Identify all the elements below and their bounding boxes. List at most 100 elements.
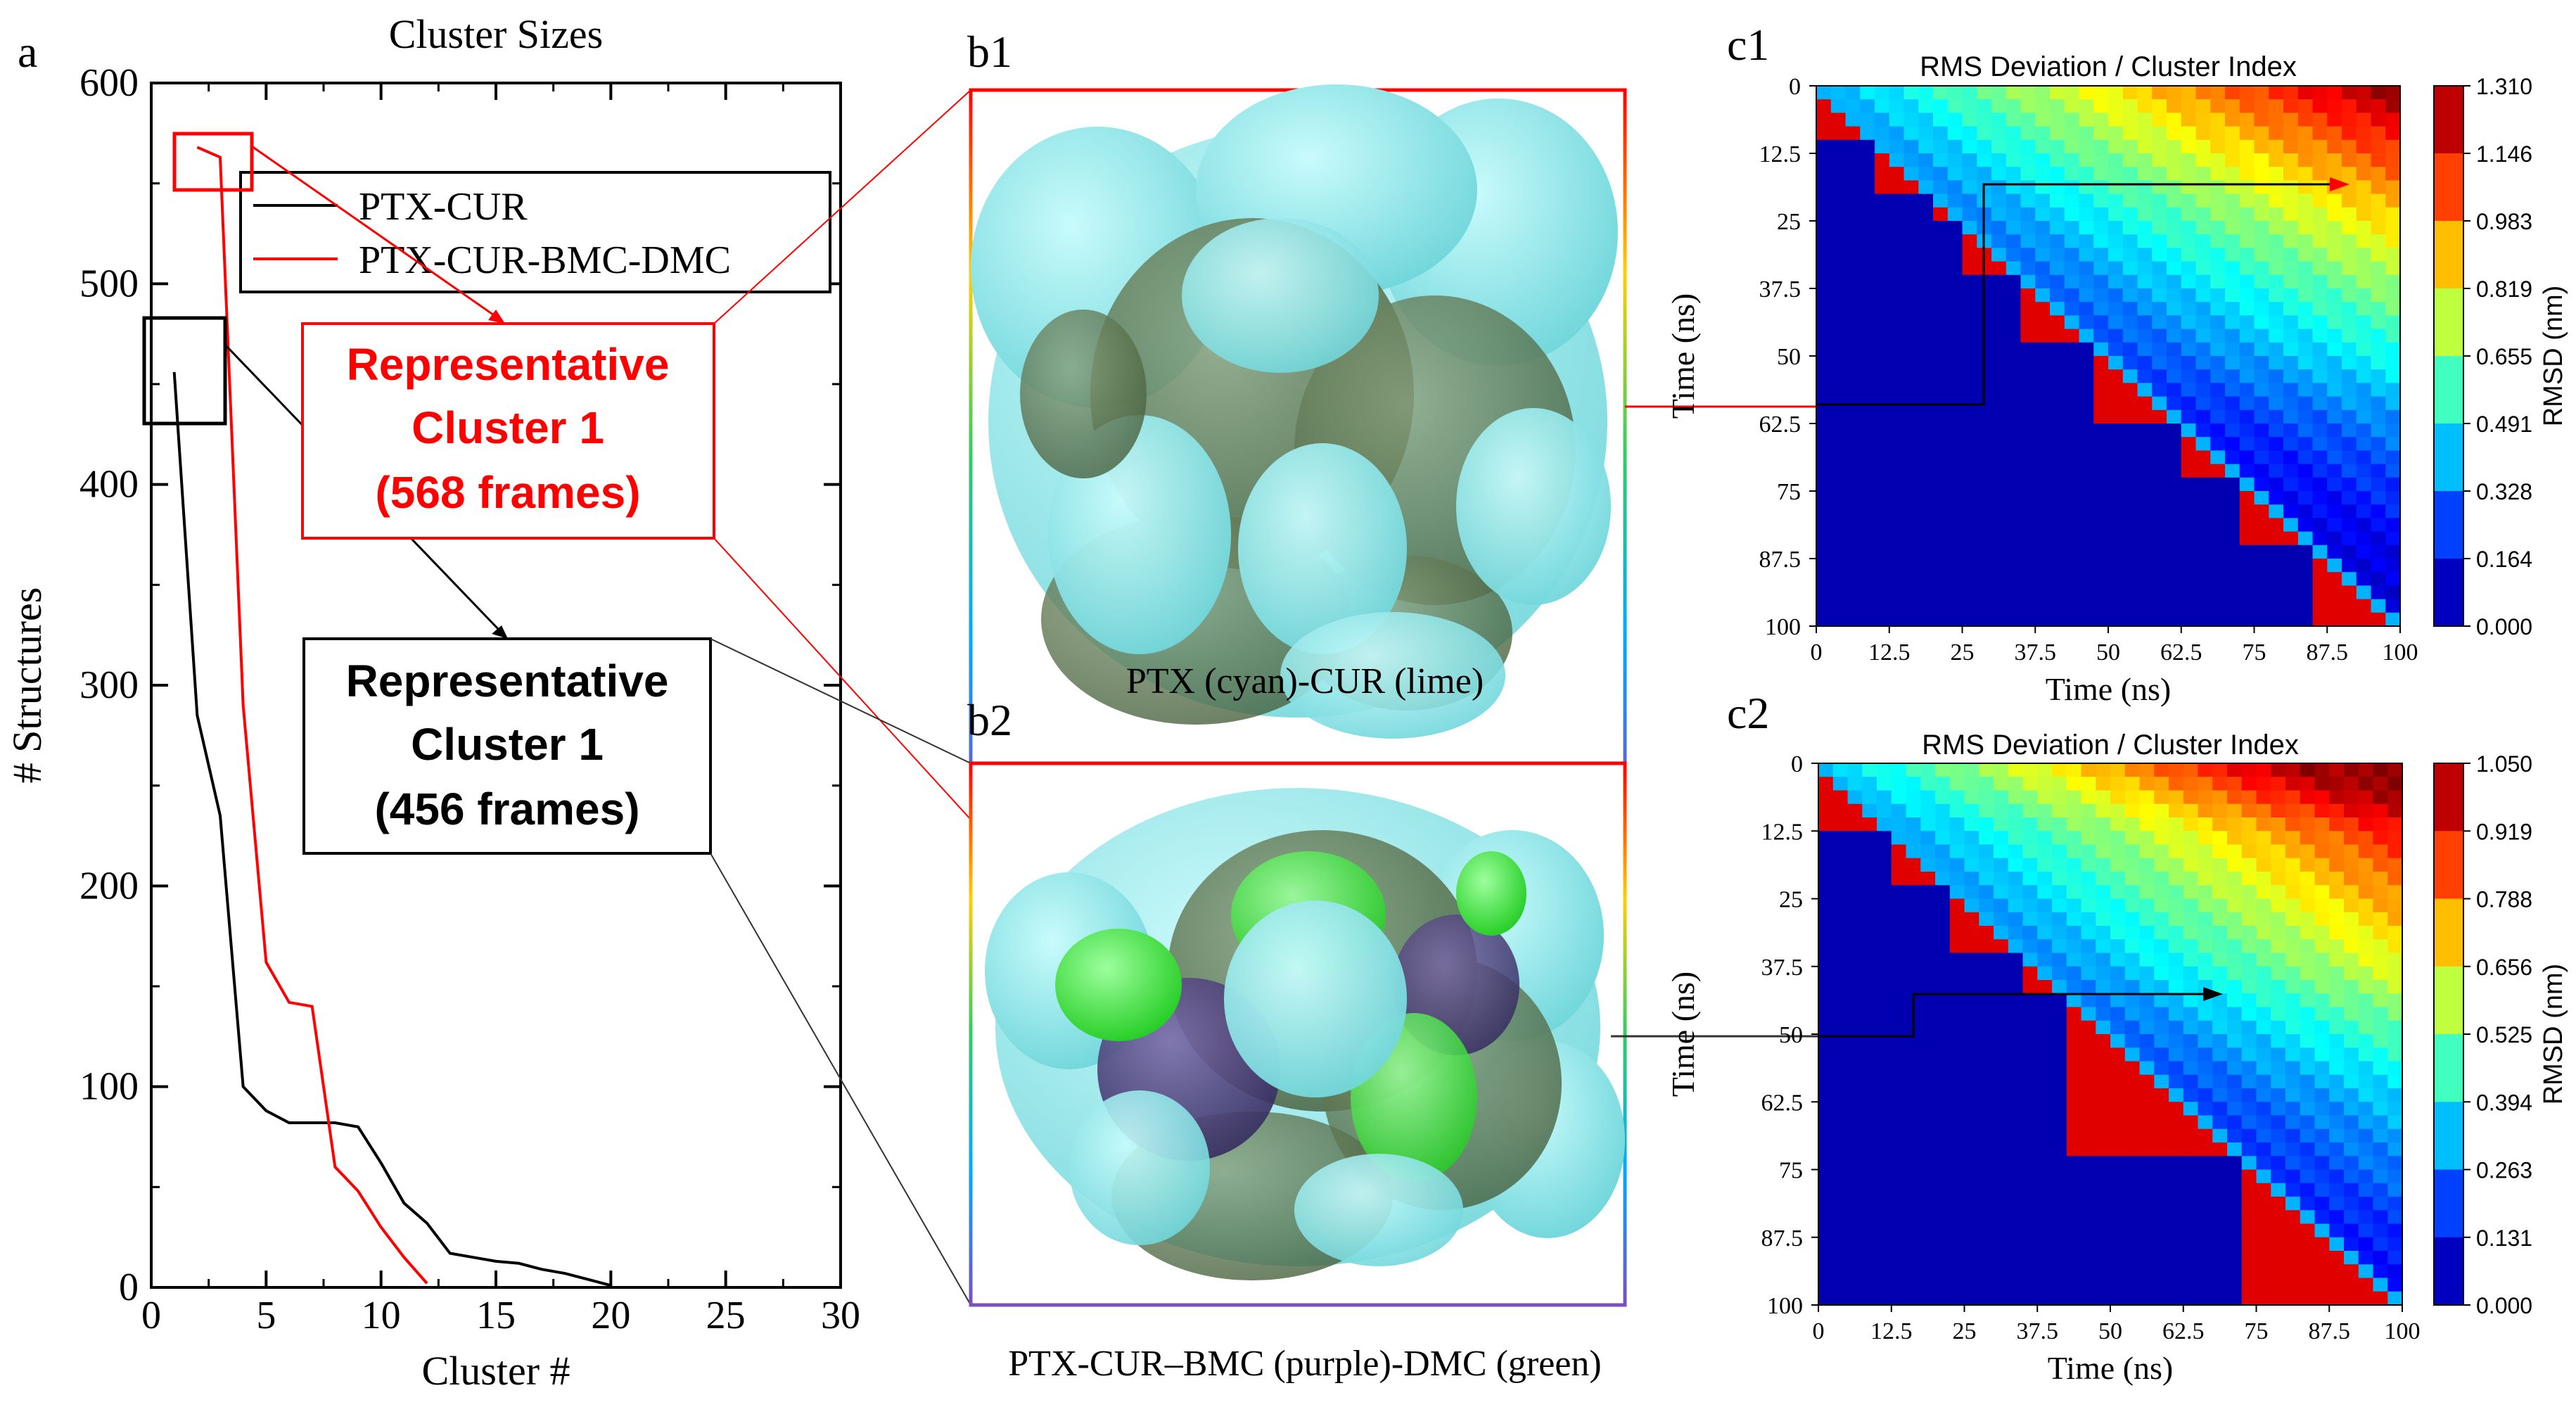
heatmap-cell bbox=[1845, 234, 1861, 248]
heatmap-cell bbox=[2342, 113, 2357, 127]
heatmap-cell bbox=[1947, 126, 1963, 141]
heatmap-cell bbox=[2079, 369, 2094, 383]
heatmap-cell bbox=[2050, 193, 2065, 208]
heatmap-cell bbox=[2122, 288, 2138, 303]
heatmap-cell bbox=[1860, 329, 1875, 343]
heatmap-cell bbox=[1947, 356, 1963, 370]
heatmap-cell bbox=[2327, 612, 2342, 627]
colorbar-tick-label: 0.164 bbox=[2476, 547, 2532, 572]
heatmap-cell bbox=[1818, 1074, 1834, 1089]
heatmap-cell bbox=[2079, 99, 2094, 113]
heatmap-cell bbox=[1947, 559, 1963, 573]
y-tick-label: 0 bbox=[119, 1266, 139, 1309]
heatmap-cell bbox=[2081, 898, 2096, 913]
heatmap-cell bbox=[2371, 113, 2386, 127]
annotation-box-red bbox=[301, 322, 715, 540]
heatmap-cell bbox=[2373, 1291, 2388, 1306]
heatmap-cell bbox=[2169, 885, 2184, 900]
heatmap-cell bbox=[2285, 1007, 2301, 1021]
heatmap-cell bbox=[2152, 369, 2167, 383]
heatmap-cell bbox=[2124, 993, 2141, 1008]
heatmap-cell bbox=[1918, 477, 1934, 492]
heatmap-cell bbox=[1920, 1264, 1936, 1279]
heatmap-cell bbox=[2037, 953, 2053, 967]
heatmap-cell bbox=[1964, 993, 1979, 1008]
heatmap-cell bbox=[2035, 518, 2051, 533]
heatmap-cell bbox=[2227, 966, 2243, 981]
heatmap-cell bbox=[2006, 113, 2022, 127]
heatmap-cell bbox=[2256, 1264, 2271, 1279]
x-tick-label: 5 bbox=[256, 1294, 276, 1337]
heatmap-cell bbox=[2254, 585, 2269, 600]
heatmap-cell bbox=[2096, 1128, 2111, 1143]
heatmap-cell bbox=[2283, 234, 2299, 248]
heatmap-cell bbox=[1979, 831, 1994, 846]
heatmap-cell bbox=[2195, 409, 2211, 424]
colorbar-bin bbox=[2434, 1102, 2463, 1170]
heatmap-cell bbox=[1860, 504, 1875, 518]
heatmap-cell bbox=[2022, 1128, 2038, 1143]
heatmap-cell bbox=[2283, 248, 2299, 262]
heatmap-cell bbox=[2239, 356, 2255, 370]
heatmap-cell bbox=[1933, 302, 1949, 316]
heatmap-cell bbox=[1964, 926, 1979, 940]
heatmap-cell bbox=[2096, 953, 2111, 967]
heatmap-cell bbox=[2152, 302, 2167, 316]
heatmap-cell bbox=[2195, 396, 2211, 411]
heatmap-cell bbox=[2329, 993, 2345, 1008]
heatmap-cell bbox=[2314, 898, 2330, 913]
heatmap-cell bbox=[2297, 234, 2314, 248]
heatmap-cell bbox=[2356, 491, 2372, 505]
heatmap-cell bbox=[2227, 831, 2243, 846]
heatmap-cell bbox=[2241, 831, 2257, 846]
heatmap-cell bbox=[2122, 248, 2138, 262]
heatmap-cell bbox=[2358, 1237, 2374, 1252]
heatmap-cell bbox=[1935, 1183, 1951, 1197]
y-tick-label: 500 bbox=[79, 262, 139, 305]
heatmap-cell bbox=[1962, 369, 1977, 383]
heatmap-cell bbox=[2079, 234, 2094, 248]
heatmap-cell bbox=[1816, 491, 1832, 505]
heatmap-cell bbox=[2283, 464, 2299, 478]
heatmap-cell bbox=[1847, 1291, 1863, 1306]
heatmap-cell bbox=[2022, 1156, 2038, 1171]
heatmap-cell bbox=[1962, 424, 1977, 438]
heatmap-cell bbox=[2096, 1291, 2111, 1306]
heatmap-cell bbox=[1832, 1048, 1849, 1062]
colorbar-bin bbox=[2434, 763, 2463, 832]
heatmap-cell bbox=[1977, 559, 1992, 573]
heatmap-cell bbox=[2269, 261, 2284, 276]
heatmap-cell bbox=[2050, 599, 2065, 613]
heatmap-cell bbox=[2198, 831, 2213, 846]
heatmap-cell bbox=[2108, 180, 2124, 195]
y-tick-label: 75 bbox=[1779, 1158, 1803, 1184]
heatmap-cell bbox=[2227, 926, 2243, 940]
heatmap-cell bbox=[2108, 288, 2124, 303]
heatmap-cell bbox=[1964, 872, 1979, 886]
panel-label-b1: b1 bbox=[967, 27, 1012, 77]
heatmap-cell bbox=[1818, 1142, 1834, 1157]
c1-colorbar-label: RMSD (nm) bbox=[2539, 286, 2568, 427]
heatmap-cell bbox=[2122, 383, 2138, 397]
heatmap-cell bbox=[2212, 1264, 2228, 1279]
heatmap-cell bbox=[1818, 844, 1834, 859]
heatmap-cell bbox=[2081, 1061, 2096, 1076]
heatmap-cell bbox=[2124, 912, 2141, 927]
heatmap-cell bbox=[2225, 409, 2240, 424]
heatmap-cell bbox=[1904, 369, 1919, 383]
heatmap-cell bbox=[2124, 1020, 2141, 1035]
heatmap-cell bbox=[1991, 113, 2007, 127]
heatmap-cell bbox=[2052, 1061, 2067, 1076]
heatmap-cell bbox=[1962, 464, 1977, 478]
heatmap-cell bbox=[1830, 261, 1847, 276]
x-tick-label: 75 bbox=[2243, 639, 2266, 666]
colorbar-tick-label: 0.819 bbox=[2476, 276, 2532, 302]
heatmap-cell bbox=[2037, 1264, 2053, 1279]
heatmap-cell bbox=[1994, 803, 2009, 818]
heatmap-cell bbox=[1860, 559, 1875, 573]
annotation-red-line1: Representative bbox=[347, 339, 670, 390]
heatmap-cell bbox=[2167, 585, 2182, 600]
heatmap-cell bbox=[2227, 993, 2243, 1008]
heatmap-cell bbox=[1816, 599, 1832, 613]
heatmap-cell bbox=[1979, 1169, 1994, 1184]
